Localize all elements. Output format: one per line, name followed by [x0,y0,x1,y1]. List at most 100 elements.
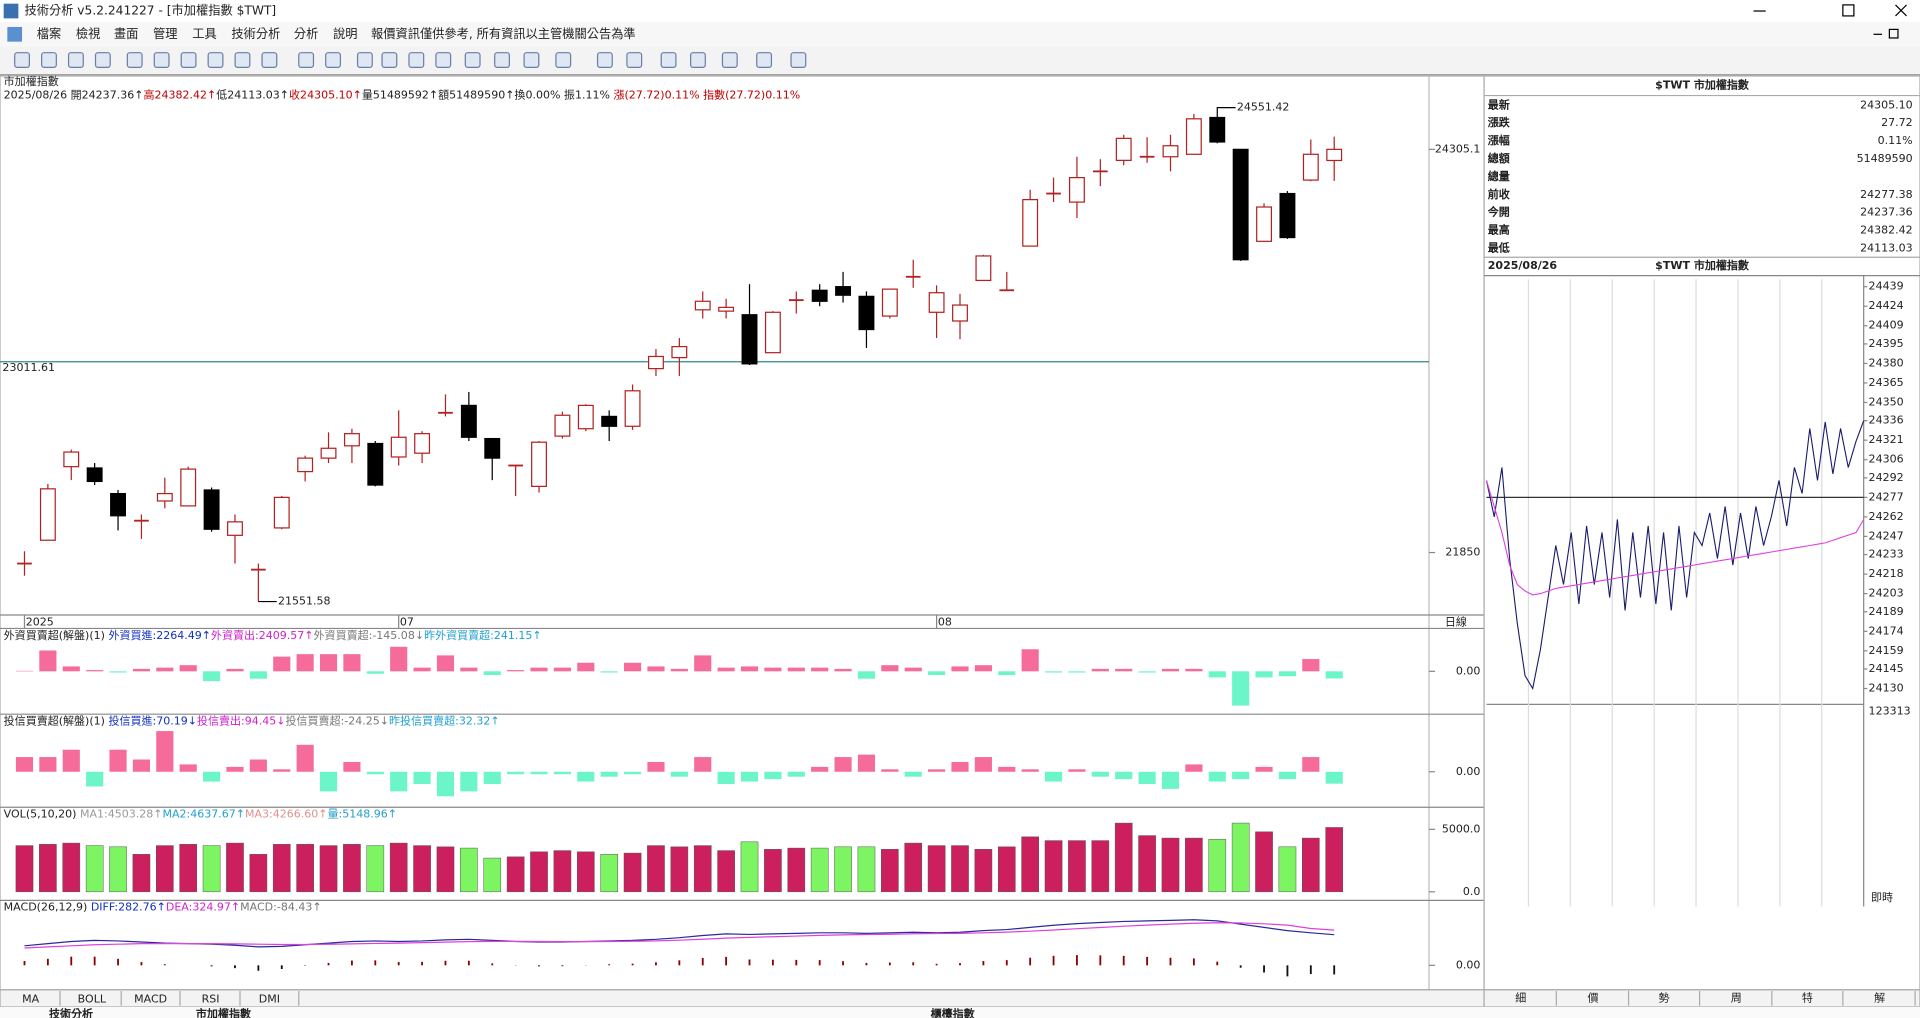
candle-body [835,286,852,296]
flow-bar [998,766,1016,772]
volume-bar [764,849,782,893]
y-tick-label: 24380 [1869,356,1904,369]
menu-item[interactable]: 管理 [153,26,177,41]
doc-restore[interactable] [1888,28,1899,39]
flow-bar [1091,668,1109,672]
toolbar-button[interactable] [298,52,315,68]
quote-tab[interactable]: 周 [1731,991,1742,1004]
menu-item[interactable]: 檔案 [37,27,61,41]
quote-value: 24382.42 [1860,224,1913,237]
toolbar-button[interactable] [234,52,251,68]
flow-bar [507,670,525,672]
flow-bar [857,754,876,772]
right-panel [1483,75,1920,991]
toolbar-button[interactable] [180,52,197,68]
menu-item[interactable]: 檢視 [76,26,100,41]
volume-bar [132,854,151,893]
y-tick-label: 24336 [1869,414,1904,427]
toolbar-button[interactable] [41,52,57,68]
reference-label: 23011.61 [2,361,55,374]
menu-item[interactable]: 工具 [192,27,216,41]
menu-item[interactable]: 分析 [294,27,318,41]
toolbar-button[interactable] [207,52,224,68]
flow-bar [413,667,431,672]
macd-line [24,919,1335,948]
quote-label: 前收 [1488,187,1510,201]
flow-bar [203,771,221,782]
candle-body [811,289,828,302]
menu-item[interactable]: 報價資訊僅供參考, 所有資訊以主管機關公告為準 [371,26,636,41]
flow-bar [436,655,455,672]
toolbar-button[interactable] [756,52,773,68]
quote-tab[interactable]: 特 [1802,990,1813,1004]
toolbar-button[interactable] [690,52,706,68]
quote-tab[interactable]: 細 [1515,991,1526,1004]
toolbar-button[interactable] [261,52,278,68]
toolbar-button[interactable] [523,52,540,68]
maximize-button[interactable] [1842,4,1855,17]
toolbar-button[interactable] [94,52,111,68]
toolbar-button[interactable] [381,52,398,68]
close-button[interactable] [1895,4,1907,17]
toolbar-button[interactable] [721,52,738,68]
candle-body [39,488,56,541]
y-tick-label: 24233 [1869,548,1904,561]
volume-bar [436,846,455,893]
indicator-tab[interactable]: DMI [259,993,280,1006]
quote-label: 漲跌 [1488,115,1511,129]
volume-bar [39,844,57,893]
candle-body [63,451,80,468]
indicator-tab[interactable]: MA [22,993,40,1006]
toolbar [0,46,1920,75]
candle-body [1185,118,1202,155]
toolbar-button[interactable] [494,52,510,68]
flow-bar [717,667,735,672]
y-tick-label: 24130 [1869,682,1904,695]
indicator-tab[interactable]: RSI [202,993,220,1006]
flow-bar [904,667,922,672]
flow-bar [1091,771,1109,777]
candle-body [881,288,898,317]
menu-item[interactable]: 畫面 [114,26,138,41]
indicator-header: MACD(26,12,9) DIFF:282.76↑DEA:324.97↑MAC… [4,901,322,914]
quote-tab[interactable]: 解 [1874,990,1885,1004]
toolbar-button[interactable] [126,52,143,68]
toolbar-button[interactable] [435,52,452,68]
menu-item[interactable]: 說明 [333,27,357,41]
toolbar-button[interactable] [626,52,643,68]
toolbar-button[interactable] [153,52,170,68]
toolbar-button[interactable] [408,52,425,68]
quote-label: 最低 [1488,240,1510,254]
flow-bar [1325,771,1343,784]
candle-body [414,433,431,454]
flow-bar [507,771,525,775]
candle-body [1326,148,1343,162]
flow-bar [624,662,642,672]
toolbar-button[interactable] [14,52,30,68]
quote-tab[interactable]: 勢 [1659,990,1670,1004]
toolbar-button[interactable] [555,52,572,68]
toolbar-button[interactable] [356,52,373,68]
quote-label: 總量 [1488,169,1510,183]
flow-bar [1325,671,1343,679]
volume-bar [647,845,665,893]
toolbar-button[interactable] [325,52,342,68]
toolbar-button[interactable] [67,52,84,68]
candle-body [648,355,664,370]
flow-bar [296,744,314,772]
volume-bar [1091,840,1110,893]
quote-tab[interactable]: 價 [1588,990,1599,1004]
indicator-tab[interactable]: BOLL [78,993,107,1006]
candle-body [367,442,384,486]
indicator-tab[interactable]: MACD [134,993,167,1006]
toolbar-button[interactable] [790,52,807,68]
volume-bar [623,852,642,893]
flow-bar [460,667,478,672]
toolbar-button[interactable] [660,52,677,68]
menu-item[interactable]: 技術分析 [231,27,280,41]
volume-bar [810,847,829,893]
toolbar-button[interactable] [596,52,613,68]
toolbar-button[interactable] [464,52,481,68]
flow-bar [366,771,384,775]
